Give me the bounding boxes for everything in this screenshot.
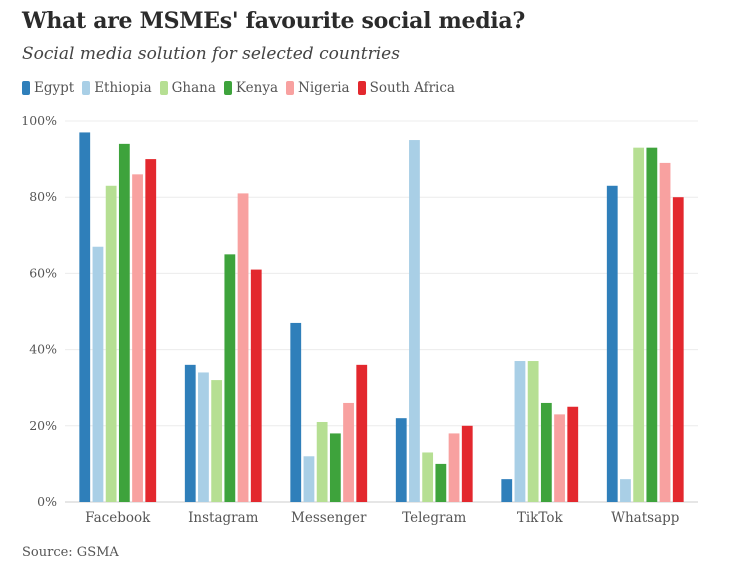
legend-item-south-africa: South Africa <box>357 80 455 96</box>
bar-facebook-kenya <box>118 143 130 503</box>
bar-messenger-egypt <box>290 322 302 502</box>
bar-telegram-kenya <box>435 463 447 502</box>
legend-label: Ethiopia <box>94 80 152 96</box>
bar-facebook-south-africa <box>145 159 157 502</box>
bar-facebook-nigeria <box>132 174 143 502</box>
x-tick-label: Telegram <box>402 510 466 526</box>
legend-swatch <box>223 81 232 95</box>
x-tick-label: Messenger <box>291 510 367 526</box>
bar-messenger-south-africa <box>356 364 368 502</box>
bar-whatsapp-ethiopia <box>620 479 631 502</box>
bar-facebook-ethiopia <box>92 246 104 502</box>
bar-whatsapp-egypt <box>606 185 618 502</box>
bar-telegram-ghana <box>422 452 434 502</box>
x-tick-label: TikTok <box>517 510 564 526</box>
bar-whatsapp-ghana <box>633 147 645 503</box>
legend-item-ghana: Ghana <box>159 80 216 96</box>
bar-tiktok-south-africa <box>567 406 579 502</box>
bar-messenger-ghana <box>316 421 328 502</box>
legend-swatch <box>159 81 168 95</box>
bar-facebook-ghana <box>105 185 117 502</box>
y-tick-label: 40% <box>29 342 57 357</box>
legend-label: Kenya <box>235 80 279 96</box>
y-tick-label: 80% <box>29 189 57 204</box>
y-tick-label: 20% <box>29 418 57 433</box>
chart-subtitle: Social media solution for selected count… <box>22 44 400 64</box>
bar-instagram-ethiopia <box>198 372 209 502</box>
bar-tiktok-nigeria <box>554 414 565 502</box>
bar-tiktok-ethiopia <box>514 361 526 502</box>
legend-swatch <box>357 81 366 95</box>
legend-label: Egypt <box>34 80 75 96</box>
bar-telegram-south-africa <box>461 425 473 502</box>
y-tick-label: 60% <box>29 265 57 280</box>
bar-instagram-nigeria <box>237 193 249 502</box>
y-tick-label: 0% <box>37 494 57 509</box>
bar-instagram-egypt <box>184 364 196 502</box>
bar-whatsapp-kenya <box>646 147 658 503</box>
legend-label: South Africa <box>369 80 455 96</box>
bar-whatsapp-nigeria <box>659 162 671 502</box>
legend-item-egypt: Egypt <box>22 80 74 96</box>
legend: Egypt Ethiopia Ghana Kenya Nigeria South Afri… <box>22 80 463 96</box>
bar-messenger-nigeria <box>343 402 354 502</box>
bar-telegram-egypt <box>395 418 407 502</box>
bar-tiktok-egypt <box>501 479 513 502</box>
bar-instagram-south-africa <box>250 269 262 502</box>
bar-tiktok-ghana <box>527 361 539 502</box>
legend-item-nigeria: Nigeria <box>286 80 350 96</box>
bar-instagram-kenya <box>224 254 236 502</box>
bar-telegram-nigeria <box>448 433 460 502</box>
y-tick-label: 100% <box>21 113 57 128</box>
bar-messenger-kenya <box>329 433 341 502</box>
bar-telegram-ethiopia <box>409 140 420 503</box>
legend-item-kenya: Kenya <box>223 80 279 96</box>
x-tick-label: Instagram <box>188 510 259 526</box>
legend-item-ethiopia: Ethiopia <box>82 80 152 96</box>
bar-tiktok-kenya <box>540 402 552 502</box>
legend-label: Ghana <box>171 80 216 96</box>
bar-chart: 0% 20% 40% 60% 80% 100% Facebook Instagram Messe… <box>21 113 698 526</box>
legend-swatch <box>82 81 91 95</box>
chart-title: What are MSMEs' favourite social media? <box>22 8 525 34</box>
legend-swatch <box>286 81 295 95</box>
legend-label: Nigeria <box>298 80 350 96</box>
bar-whatsapp-south-africa <box>672 197 684 502</box>
bar-facebook-egypt <box>79 132 91 502</box>
x-tick-label: Facebook <box>85 510 151 526</box>
x-tick-label: Whatsapp <box>611 510 679 526</box>
bar-messenger-ethiopia <box>303 456 315 502</box>
source-note: Source: GSMA <box>22 545 119 560</box>
legend-swatch <box>22 81 30 95</box>
bar-instagram-ghana <box>211 380 223 502</box>
